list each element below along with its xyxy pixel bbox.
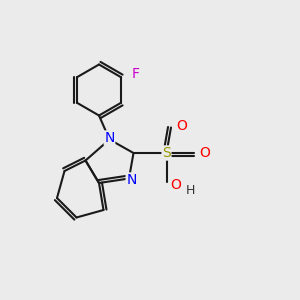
- Text: H: H: [186, 184, 195, 197]
- Text: N: N: [104, 131, 115, 145]
- Text: F: F: [132, 67, 140, 81]
- Text: O: O: [176, 119, 187, 133]
- Text: O: O: [170, 178, 181, 192]
- Text: O: O: [200, 146, 210, 160]
- Text: N: N: [126, 173, 136, 187]
- Text: S: S: [162, 146, 171, 160]
